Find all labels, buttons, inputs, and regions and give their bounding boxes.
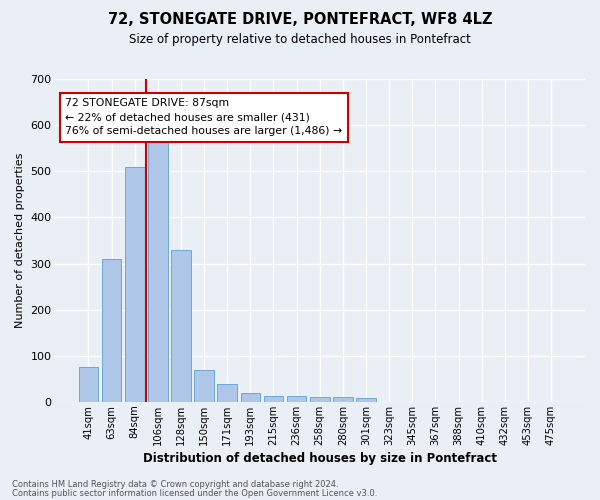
Text: Contains public sector information licensed under the Open Government Licence v3: Contains public sector information licen… (12, 488, 377, 498)
Bar (217, 384, 237, 402)
Text: Size of property relative to detached houses in Pontefract: Size of property relative to detached ho… (129, 32, 471, 46)
Bar (310, 398, 329, 402)
Bar (125, 166, 145, 402)
Y-axis label: Number of detached properties: Number of detached properties (15, 153, 25, 328)
Bar (194, 370, 214, 402)
Bar (356, 398, 376, 402)
X-axis label: Distribution of detached houses by size in Pontefract: Distribution of detached houses by size … (143, 452, 497, 465)
Text: 72 STONEGATE DRIVE: 87sqm
← 22% of detached houses are smaller (431)
76% of semi: 72 STONEGATE DRIVE: 87sqm ← 22% of detac… (65, 98, 342, 136)
Text: Contains HM Land Registry data © Crown copyright and database right 2024.: Contains HM Land Registry data © Crown c… (12, 480, 338, 489)
Bar (241, 392, 260, 402)
Bar (171, 250, 191, 402)
Bar (263, 396, 283, 402)
Bar (333, 398, 353, 402)
Bar (79, 368, 98, 402)
Bar (102, 259, 121, 402)
Text: 72, STONEGATE DRIVE, PONTEFRACT, WF8 4LZ: 72, STONEGATE DRIVE, PONTEFRACT, WF8 4LZ (108, 12, 492, 28)
Bar (148, 134, 167, 402)
Bar (287, 396, 307, 402)
